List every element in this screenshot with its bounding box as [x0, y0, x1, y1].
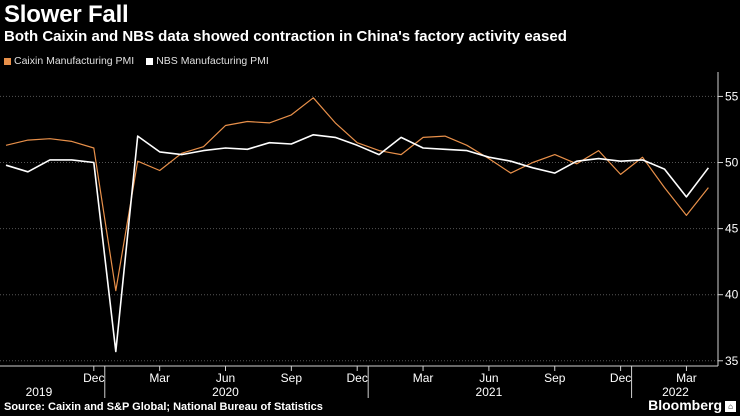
x-tick-label-6: Jun: [479, 371, 498, 385]
legend: Caixin Manufacturing PMI NBS Manufacturi…: [4, 55, 281, 67]
x-tick-label-1: Mar: [149, 371, 170, 385]
x-tick-label-3: Sep: [281, 371, 303, 385]
series-line-caixin: [5, 97, 709, 292]
legend-label-caixin: Caixin Manufacturing PMI: [14, 55, 135, 67]
x-tick-label-5: Mar: [413, 371, 434, 385]
year-label-0: 2019: [26, 385, 53, 399]
year-label-2: 2021: [476, 385, 503, 399]
legend-swatch-caixin: [4, 57, 11, 65]
year-label-1: 2020: [212, 385, 239, 399]
brand-logo: Bloomberg: [648, 397, 722, 413]
y-tick-label-55: 55: [725, 89, 739, 103]
legend-item-nbs: NBS Manufacturing PMI: [146, 55, 269, 67]
y-tick-label-45: 45: [725, 222, 739, 236]
x-tick-label-7: Sep: [544, 371, 566, 385]
x-tick-label-2: Jun: [216, 371, 235, 385]
y-tick-label-40: 40: [725, 288, 739, 302]
x-tick-label-0: Dec: [83, 371, 104, 385]
chart-title: Slower Fall: [4, 1, 129, 28]
x-tick-label-4: Dec: [347, 371, 368, 385]
series-line-nbs: [5, 134, 710, 353]
x-tick-label-9: Mar: [676, 371, 697, 385]
legend-swatch-nbs: [146, 57, 154, 65]
legend-item-caixin: Caixin Manufacturing PMI: [4, 55, 134, 67]
brand-mark-icon: ⌂: [725, 401, 736, 412]
legend-label-nbs: NBS Manufacturing PMI: [156, 55, 269, 67]
y-tick-label-35: 35: [725, 354, 739, 368]
year-label-3: 2022: [662, 385, 689, 399]
line-chart: 35 40 45 50 55 Dec Mar Jun Sep Dec Mar Jun Sep Dec Mar…: [0, 72, 739, 399]
y-tick-label-50: 50: [725, 156, 739, 170]
source-note: Source: Caixin and S&P Global; National …: [4, 401, 323, 413]
x-tick-label-8: Dec: [610, 371, 631, 385]
chart-subtitle: Both Caixin and NBS data showed contract…: [4, 28, 567, 45]
